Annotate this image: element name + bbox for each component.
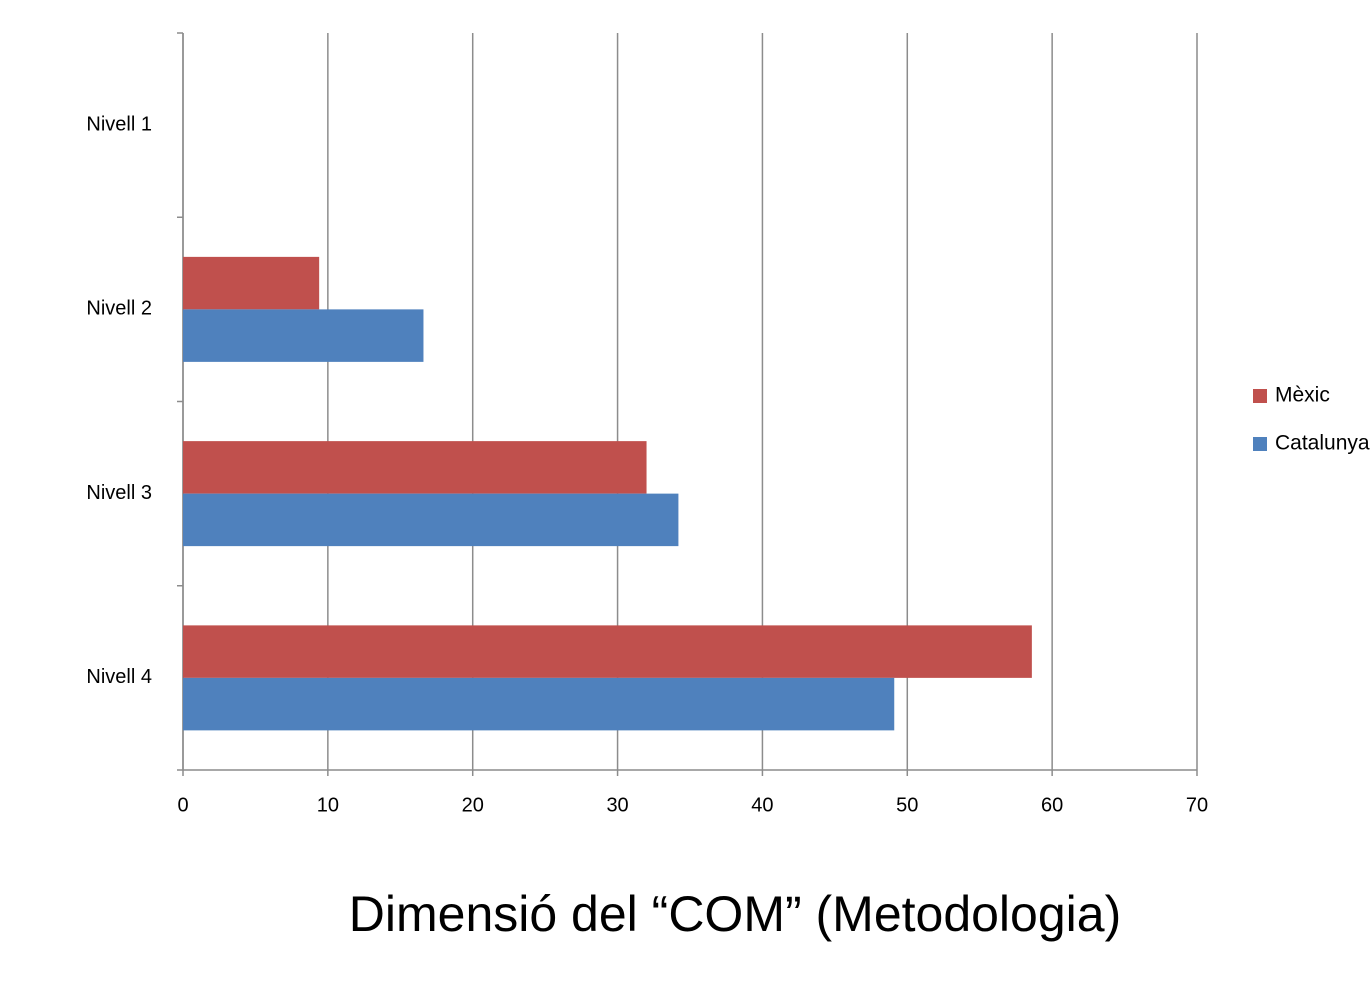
x-tick-label: 30 xyxy=(606,794,628,816)
y-tick-label: Nivell 4 xyxy=(86,666,152,688)
bar xyxy=(183,677,895,731)
bar xyxy=(183,493,679,547)
y-tick-label: Nivell 1 xyxy=(86,113,152,135)
x-tick-label: 50 xyxy=(896,794,918,816)
x-tick-label: 10 xyxy=(317,794,339,816)
legend-swatch xyxy=(1253,389,1267,403)
y-tick-label: Nivell 3 xyxy=(86,482,152,504)
bar xyxy=(183,441,647,494)
bar xyxy=(183,309,424,362)
x-tick-label: 20 xyxy=(462,794,484,816)
bar xyxy=(183,256,320,310)
legend-label: Catalunya xyxy=(1275,432,1370,455)
x-tick-label: 70 xyxy=(1186,794,1208,816)
x-tick-label: 60 xyxy=(1041,794,1063,816)
chart-title: Dimensió del “COM” (Metodologia) xyxy=(349,886,1121,942)
legend-swatch xyxy=(1253,437,1267,451)
y-tick-label: Nivell 2 xyxy=(86,298,152,320)
x-tick-label: 0 xyxy=(177,794,188,816)
x-tick-label: 40 xyxy=(751,794,773,816)
legend-label: Mèxic xyxy=(1275,384,1330,407)
bar xyxy=(183,625,1032,678)
